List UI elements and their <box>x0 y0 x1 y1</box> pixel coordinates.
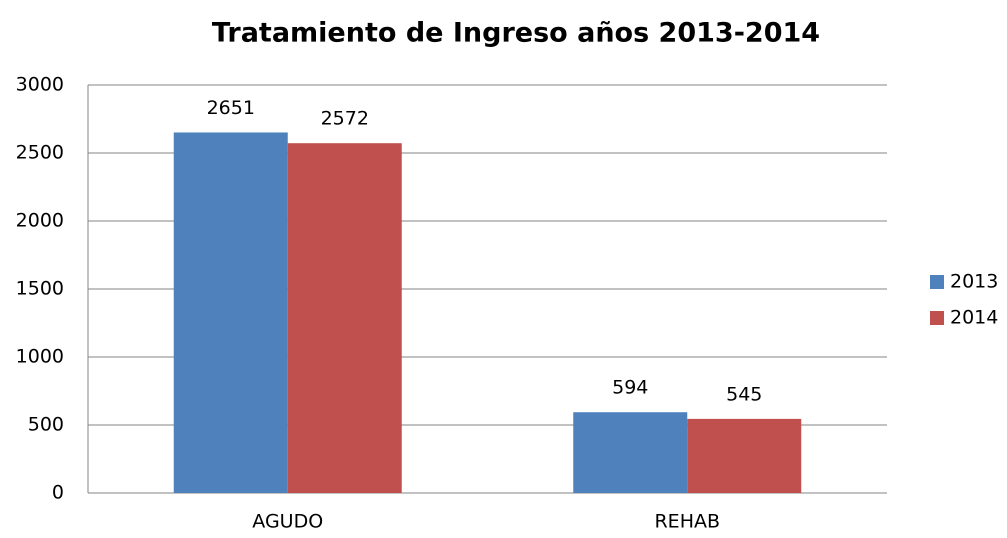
legend-swatch <box>930 311 944 325</box>
chart-title: Tratamiento de Ingreso años 2013-2014 <box>212 18 820 49</box>
x-tick-label: AGUDO <box>252 511 323 533</box>
y-tick-label: 500 <box>28 414 64 436</box>
y-tick-label: 1500 <box>16 278 64 300</box>
y-tick-label: 3000 <box>16 74 64 96</box>
y-tick-label: 2000 <box>16 210 64 232</box>
legend-label: 2013 <box>950 271 998 293</box>
data-label: 594 <box>612 377 648 399</box>
data-label: 2651 <box>207 97 255 119</box>
bar <box>687 418 802 493</box>
bar <box>573 412 688 493</box>
bar <box>287 143 402 493</box>
legend-label: 2014 <box>950 307 998 329</box>
y-tick-label: 1000 <box>16 346 64 368</box>
data-label: 545 <box>726 383 762 405</box>
x-tick-label: REHAB <box>654 511 720 533</box>
data-label: 2572 <box>321 108 369 130</box>
y-tick-label: 0 <box>52 482 64 504</box>
y-tick-label: 2500 <box>16 142 64 164</box>
bar <box>173 132 288 494</box>
legend-swatch <box>930 275 944 289</box>
